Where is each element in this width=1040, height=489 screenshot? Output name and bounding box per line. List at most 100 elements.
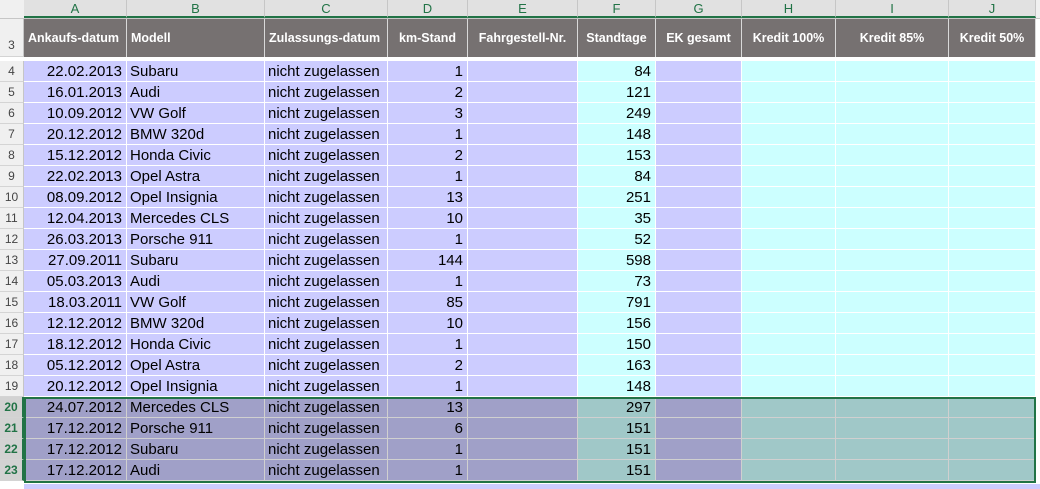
table-cell[interactable]: nicht zugelassen: [265, 397, 388, 418]
table-cell[interactable]: nicht zugelassen: [265, 145, 388, 166]
table-cell[interactable]: [949, 271, 1036, 292]
table-cell[interactable]: [949, 61, 1036, 82]
table-cell[interactable]: nicht zugelassen: [265, 418, 388, 439]
table-cell[interactable]: [468, 82, 578, 103]
table-cell[interactable]: [949, 124, 1036, 145]
table-cell[interactable]: [656, 271, 742, 292]
table-cell[interactable]: 84: [578, 166, 656, 187]
table-cell[interactable]: 151: [578, 418, 656, 439]
table-cell[interactable]: 22.02.2013: [24, 166, 127, 187]
table-cell[interactable]: 1: [388, 229, 468, 250]
table-cell[interactable]: [949, 376, 1036, 397]
table-cell[interactable]: [468, 250, 578, 271]
table-cell[interactable]: 13: [388, 187, 468, 208]
table-cell[interactable]: [742, 376, 836, 397]
table-cell[interactable]: 15.12.2012: [24, 145, 127, 166]
row-header[interactable]: 23: [0, 460, 24, 481]
table-cell[interactable]: [949, 208, 1036, 229]
table-cell[interactable]: [468, 271, 578, 292]
table-cell[interactable]: 05.03.2013: [24, 271, 127, 292]
table-cell[interactable]: 144: [388, 250, 468, 271]
table-cell[interactable]: 156: [578, 313, 656, 334]
table-cell[interactable]: [742, 61, 836, 82]
table-cell[interactable]: 297: [578, 397, 656, 418]
table-cell[interactable]: [836, 208, 949, 229]
table-cell[interactable]: Opel Astra: [127, 166, 265, 187]
table-cell[interactable]: 163: [578, 355, 656, 376]
table-cell[interactable]: Mercedes CLS: [127, 397, 265, 418]
column-header-a[interactable]: A: [24, 0, 127, 18]
table-cell[interactable]: [468, 61, 578, 82]
table-cell[interactable]: 1: [388, 124, 468, 145]
table-cell[interactable]: 20.12.2012: [24, 376, 127, 397]
table-cell[interactable]: 148: [578, 124, 656, 145]
table-cell[interactable]: [742, 250, 836, 271]
table-cell[interactable]: [468, 229, 578, 250]
table-cell[interactable]: 85: [388, 292, 468, 313]
table-cell[interactable]: BMW 320d: [127, 124, 265, 145]
table-header-cell[interactable]: Ankaufs-datum: [24, 19, 127, 57]
table-cell[interactable]: [656, 439, 742, 460]
table-cell[interactable]: 18.03.2011: [24, 292, 127, 313]
row-header[interactable]: 12: [0, 229, 24, 250]
table-cell[interactable]: [949, 187, 1036, 208]
table-cell[interactable]: [949, 229, 1036, 250]
table-cell[interactable]: 3: [388, 103, 468, 124]
table-cell[interactable]: 12.04.2013: [24, 208, 127, 229]
table-cell[interactable]: 12.12.2012: [24, 313, 127, 334]
table-cell[interactable]: [742, 334, 836, 355]
table-cell[interactable]: 16.01.2013: [24, 82, 127, 103]
table-cell[interactable]: [949, 418, 1036, 439]
table-cell[interactable]: [468, 103, 578, 124]
table-header-cell[interactable]: Zulassungs-datum: [265, 19, 388, 57]
row-header[interactable]: 9: [0, 166, 24, 187]
table-cell[interactable]: [656, 187, 742, 208]
table-cell[interactable]: 26.03.2013: [24, 229, 127, 250]
table-cell[interactable]: nicht zugelassen: [265, 82, 388, 103]
table-cell[interactable]: [468, 334, 578, 355]
table-cell[interactable]: [949, 103, 1036, 124]
table-cell[interactable]: [742, 82, 836, 103]
table-cell[interactable]: [656, 166, 742, 187]
table-cell[interactable]: [742, 229, 836, 250]
table-cell[interactable]: [836, 376, 949, 397]
table-cell[interactable]: [836, 187, 949, 208]
table-cell[interactable]: [742, 313, 836, 334]
table-cell[interactable]: 1: [388, 334, 468, 355]
column-header-h[interactable]: H: [742, 0, 836, 18]
table-cell[interactable]: [468, 208, 578, 229]
table-cell[interactable]: [468, 187, 578, 208]
table-cell[interactable]: 1: [388, 61, 468, 82]
table-cell[interactable]: [656, 376, 742, 397]
table-cell[interactable]: [836, 460, 949, 481]
table-cell[interactable]: 1: [388, 376, 468, 397]
table-cell[interactable]: 13: [388, 397, 468, 418]
table-cell[interactable]: nicht zugelassen: [265, 208, 388, 229]
row-header[interactable]: 4: [0, 61, 24, 82]
table-cell[interactable]: 2: [388, 82, 468, 103]
table-cell[interactable]: 1: [388, 166, 468, 187]
table-cell[interactable]: 151: [578, 460, 656, 481]
table-cell[interactable]: nicht zugelassen: [265, 271, 388, 292]
table-cell[interactable]: Subaru: [127, 250, 265, 271]
row-header[interactable]: 19: [0, 376, 24, 397]
table-cell[interactable]: 17.12.2012: [24, 418, 127, 439]
table-cell[interactable]: 249: [578, 103, 656, 124]
table-cell[interactable]: nicht zugelassen: [265, 313, 388, 334]
table-cell[interactable]: 151: [578, 439, 656, 460]
table-cell[interactable]: [836, 229, 949, 250]
table-cell[interactable]: Opel Insignia: [127, 187, 265, 208]
table-cell[interactable]: [656, 61, 742, 82]
table-header-cell[interactable]: Kredit 85%: [836, 19, 949, 57]
table-cell[interactable]: [949, 313, 1036, 334]
table-cell[interactable]: nicht zugelassen: [265, 166, 388, 187]
table-cell[interactable]: nicht zugelassen: [265, 124, 388, 145]
table-cell[interactable]: 121: [578, 82, 656, 103]
table-cell[interactable]: [468, 355, 578, 376]
table-header-cell[interactable]: Standtage: [578, 19, 656, 57]
table-cell[interactable]: [949, 439, 1036, 460]
table-cell[interactable]: Mercedes CLS: [127, 208, 265, 229]
table-cell[interactable]: nicht zugelassen: [265, 460, 388, 481]
table-cell[interactable]: 18.12.2012: [24, 334, 127, 355]
row-header[interactable]: 20: [0, 397, 24, 418]
